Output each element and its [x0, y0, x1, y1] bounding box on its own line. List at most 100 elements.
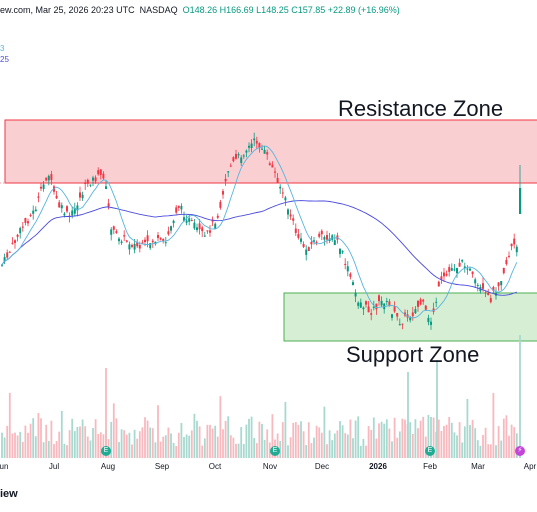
volume-bar	[407, 372, 409, 458]
volume-bar	[378, 423, 380, 458]
volume-bar	[333, 433, 336, 458]
volume-bar	[276, 433, 279, 458]
ma-slow-legend: 25	[0, 55, 9, 64]
candle-body	[172, 220, 175, 224]
volume-bar	[112, 403, 115, 458]
volume-bar	[27, 432, 29, 458]
volume-bar	[73, 431, 76, 458]
volume-bar	[89, 440, 92, 458]
volume-bar	[263, 439, 266, 458]
candle-body	[19, 228, 22, 234]
volume-bar	[323, 406, 326, 458]
candle-body	[16, 234, 19, 237]
candle-body	[448, 267, 451, 272]
candle-body	[292, 218, 295, 221]
candle-body	[253, 138, 256, 141]
volume-bar	[180, 423, 183, 458]
candle-body	[289, 214, 292, 217]
volume-bar	[445, 424, 448, 458]
volume-bar	[372, 417, 375, 458]
candle-body	[245, 150, 248, 153]
volume-bar	[245, 424, 248, 458]
volume-bar	[414, 419, 417, 458]
volume-bar	[229, 435, 232, 458]
volume-bar	[261, 424, 263, 458]
volume-bar	[331, 440, 334, 458]
volume-bar	[448, 416, 451, 458]
candle-body	[409, 316, 412, 321]
volume-bar	[482, 434, 484, 458]
volume-bar	[58, 431, 61, 458]
candle-body	[183, 217, 185, 221]
candle-body	[515, 246, 518, 253]
candle-body	[250, 143, 253, 149]
volume-bar	[456, 435, 458, 458]
candle-body	[320, 230, 323, 235]
volume-bar	[235, 443, 237, 458]
candle-body	[237, 154, 240, 156]
candle-body	[206, 230, 209, 232]
volume-bar	[45, 424, 48, 458]
volume-bar	[505, 415, 508, 458]
volume-bar	[11, 433, 14, 458]
volume-bar	[502, 418, 505, 458]
candle-body	[21, 226, 24, 228]
candle-body	[339, 248, 341, 255]
candle-body	[29, 214, 32, 216]
volume-bar	[401, 418, 404, 458]
earnings-marker[interactable]: E	[270, 446, 280, 456]
volume-bar	[253, 438, 256, 458]
volume-bar	[66, 445, 68, 458]
volume-bar	[436, 360, 438, 458]
volume-bar	[99, 432, 102, 458]
volume-bar	[24, 425, 27, 458]
candle-body	[180, 205, 183, 210]
volume-bar	[37, 412, 40, 458]
earnings-marker[interactable]: E	[101, 446, 111, 456]
volume-bar	[203, 438, 206, 458]
candle-body	[474, 279, 477, 284]
lightning-icon[interactable]: ⚡	[515, 446, 525, 456]
chart-header: ew.com, Mar 25, 2026 20:23 UTC NASDAQ O1…	[0, 5, 400, 15]
earnings-marker[interactable]: E	[425, 446, 435, 456]
volume-bar	[248, 418, 250, 458]
volume-bar	[422, 416, 425, 458]
candle-body	[484, 292, 487, 294]
volume-bar	[222, 429, 224, 458]
exchange-text: NASDAQ	[139, 5, 178, 15]
candle-body	[440, 276, 443, 280]
candle-body	[235, 153, 237, 159]
candle-body	[99, 169, 102, 176]
volume-bar	[375, 438, 378, 458]
volume-bar	[268, 442, 271, 458]
candle-body	[300, 238, 302, 242]
volume-bar	[266, 429, 269, 458]
volume-bar	[310, 443, 313, 458]
volume-bar	[242, 444, 245, 458]
candle-body	[201, 227, 204, 232]
candle-body	[393, 306, 396, 312]
source-text: ew.com, Mar 25, 2026 20:23 UTC	[0, 5, 135, 15]
candle-body	[362, 307, 365, 310]
volume-bar	[21, 441, 24, 458]
candle-body	[188, 218, 191, 222]
x-tick-label: Sep	[154, 462, 170, 471]
candle-body	[216, 215, 219, 218]
candle-body	[307, 247, 310, 251]
candle-body	[450, 268, 453, 271]
candle-body	[466, 268, 469, 270]
volume-bar	[232, 437, 235, 458]
ma-slow-line	[1, 200, 517, 296]
candle-body	[102, 173, 105, 179]
volume-bar	[513, 427, 516, 458]
candle-body	[417, 300, 419, 307]
candle-body	[294, 228, 297, 233]
candle-body	[318, 233, 321, 237]
volume-bar	[362, 438, 365, 458]
candle-body	[427, 317, 430, 323]
volume-bar	[393, 417, 396, 458]
volume-bar	[136, 438, 139, 458]
volume-bar	[170, 433, 172, 458]
volume-bar	[427, 414, 430, 458]
volume-bar	[284, 401, 287, 458]
